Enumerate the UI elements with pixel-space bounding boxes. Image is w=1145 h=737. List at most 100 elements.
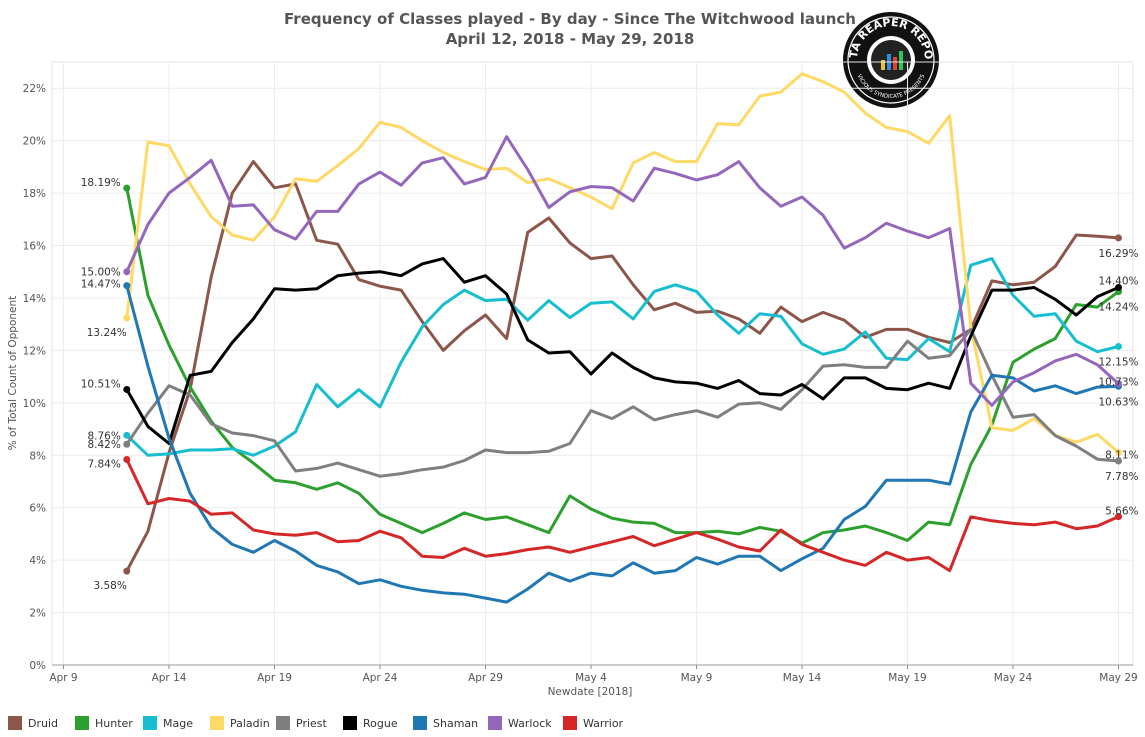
y-tick-label: 22% (23, 83, 46, 95)
legend-swatch (488, 716, 502, 730)
x-tick-label: Apr 9 (49, 672, 77, 684)
series-line-paladin (125, 72, 1120, 454)
start-point-mage (123, 431, 131, 439)
y-tick-label: 10% (23, 398, 46, 410)
x-tick-label: Apr 19 (257, 672, 292, 684)
legend-label: Hunter (95, 717, 133, 730)
legend-swatch (276, 716, 290, 730)
x-tick-label: May 24 (994, 672, 1033, 684)
y-tick-label: 4% (29, 555, 46, 567)
y-tick-label: 20% (23, 136, 46, 148)
y-tick-label: 8% (29, 450, 46, 462)
legend-label: Druid (28, 717, 58, 730)
start-label-rogue: 10.51% (81, 378, 121, 390)
start-point-rogue (123, 385, 131, 393)
x-tick-label: May 9 (681, 672, 713, 684)
legend-item-warlock[interactable]: Warlock (488, 716, 552, 730)
end-point-warrior (1115, 513, 1122, 521)
x-axis-label: Newdate [2018] (548, 686, 633, 698)
series-lines (125, 72, 1120, 604)
legend-item-rogue[interactable]: Rogue (343, 716, 398, 730)
start-label-shaman: 14.47% (81, 279, 121, 291)
start-point-hunter (123, 184, 131, 192)
legend-item-mage[interactable]: Mage (143, 716, 193, 730)
end-label-hunter: 14.24% (1098, 302, 1138, 314)
legend-item-priest[interactable]: Priest (276, 716, 328, 730)
end-point-priest (1115, 457, 1122, 465)
x-tick-label: May 29 (1099, 672, 1137, 684)
series-line-shaman (125, 284, 1120, 604)
y-tick-label: 6% (29, 503, 46, 515)
legend-swatch (75, 716, 89, 730)
y-tick-label: 16% (23, 241, 46, 253)
start-label-warlock: 15.00% (81, 267, 121, 279)
chart-title: Frequency of Classes played - By day - S… (284, 10, 856, 28)
end-point-mage (1115, 342, 1122, 350)
series-line-rogue (125, 257, 1120, 445)
legend-label: Priest (296, 717, 328, 730)
end-label-warrior: 5.66% (1105, 506, 1138, 518)
series-line-warlock (125, 135, 1120, 407)
end-labels: 3.58% 16.29% 18.19% 14.24% 8.76% 12.15% 13.24%… (81, 177, 1139, 592)
end-label-warlock: 10.73% (1098, 377, 1138, 389)
legend-item-paladin[interactable]: Paladin (210, 716, 270, 730)
x-tick-label: May 14 (783, 672, 822, 684)
end-point-druid (1115, 234, 1122, 242)
start-point-priest (123, 440, 131, 448)
series-line-priest (125, 327, 1120, 478)
x-tick-label: Apr 24 (363, 672, 398, 684)
series-line-mage (125, 257, 1120, 457)
legend: Druid Hunter Mage Paladin Priest Rogue Shaman W… (8, 716, 624, 730)
end-label-priest: 7.78% (1105, 471, 1138, 483)
legend-label: Warlock (508, 717, 552, 730)
legend-item-hunter[interactable]: Hunter (75, 716, 133, 730)
end-point-rogue (1115, 283, 1122, 291)
legend-swatch (563, 716, 577, 730)
gridlines (51, 61, 1134, 666)
start-point-warrior (123, 455, 131, 463)
end-point-paladin (1115, 448, 1122, 456)
legend-swatch (343, 716, 357, 730)
start-point-paladin (123, 314, 131, 322)
legend-item-shaman[interactable]: Shaman (413, 716, 478, 730)
legend-swatch (413, 716, 427, 730)
legend-swatch (143, 716, 157, 730)
end-label-paladin: 8.11% (1105, 449, 1138, 461)
start-label-mage: 8.76% (87, 430, 120, 442)
legend-swatch (210, 716, 224, 730)
data-reaper-logo: DATA REAPER REPORT VICIOUS SYNDICATE PRE… (843, 12, 939, 108)
series-line-warrior (125, 458, 1120, 573)
start-label-warrior: 7.84% (87, 458, 120, 470)
start-label-priest: 8.42% (87, 439, 120, 451)
end-label-rogue: 14.40% (1098, 275, 1138, 287)
legend-item-warrior[interactable]: Warrior (563, 716, 624, 730)
x-tick-label: Apr 14 (152, 672, 187, 684)
start-point-warlock (123, 268, 131, 276)
legend-label: Shaman (433, 717, 478, 730)
x-tick-label: May 19 (888, 672, 926, 684)
start-label-hunter: 18.19% (81, 177, 121, 189)
y-tick-label: 14% (23, 293, 46, 305)
y-tick-label: 12% (23, 345, 46, 357)
start-label-druid: 3.58% (93, 580, 126, 592)
legend-label: Paladin (230, 717, 270, 730)
chart-subtitle: April 12, 2018 - May 29, 2018 (446, 30, 695, 48)
end-label-mage: 12.15% (1098, 356, 1138, 368)
legend-label: Mage (163, 717, 193, 730)
x-tick-label: May 4 (575, 672, 607, 684)
legend-swatch (8, 716, 22, 730)
y-tick-label: 0% (29, 660, 46, 672)
y-tick-label: 2% (29, 608, 46, 620)
series-line-hunter (125, 186, 1120, 545)
end-label-druid: 16.29% (1098, 248, 1138, 260)
axes: 0% 2% 4% 6% 8% 10% 12% 14% 16% 18% 20% 22% Apr 9 Apr … (23, 83, 1138, 684)
y-tick-label: 18% (23, 188, 46, 200)
legend-item-druid[interactable]: Druid (8, 716, 58, 730)
legend-label: Rogue (363, 717, 398, 730)
y-axis-label: % of Total Count of Opponent (7, 296, 19, 451)
x-tick-label: Apr 29 (468, 672, 503, 684)
start-point-shaman (123, 282, 131, 290)
start-label-paladin: 13.24% (87, 327, 127, 339)
